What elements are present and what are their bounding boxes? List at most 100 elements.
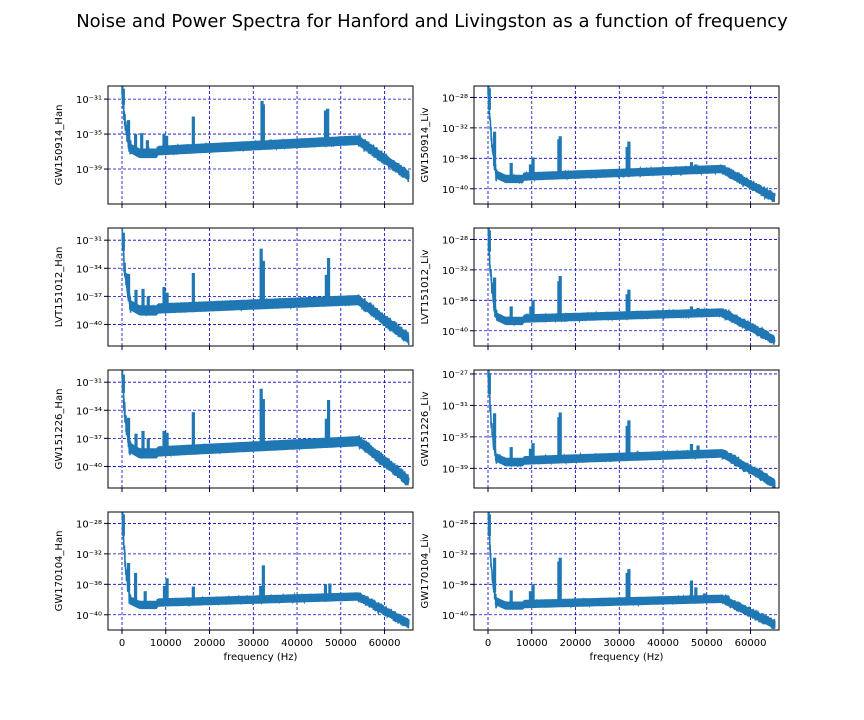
spectrum-spike (529, 306, 533, 319)
y-tick-label: 10⁻³⁹ (76, 165, 102, 176)
y-tick-label: 10⁻²⁸ (442, 235, 468, 246)
spectrum-line (487, 86, 776, 203)
spectrum-band (494, 444, 775, 488)
subplot-gw170104-liv: 0 10000 20000 30000 40000 50000 60000 10⁻²⁸ 10⁻³… (420, 511, 780, 663)
y-tick-label: 10⁻³² (442, 550, 468, 561)
y-tick-label: 10⁻⁴⁰ (442, 611, 468, 622)
spectrum-spike (509, 162, 513, 179)
spectrum-spike (627, 141, 631, 173)
spectrum-spike (696, 307, 700, 314)
y-tick-label: 10⁻²⁷ (442, 370, 468, 381)
spectrum-spike (531, 443, 535, 461)
x-tick-label: 40000 (647, 638, 679, 649)
y-tick-label: 10⁻⁴⁰ (76, 462, 102, 473)
spectrum-spike (140, 133, 144, 154)
axes-frame (107, 511, 414, 631)
spectrum-line (487, 512, 776, 630)
spectrum-spike (326, 399, 331, 443)
spectrum-spike (191, 116, 195, 149)
spectrum-spike (141, 430, 145, 454)
subplot-gw150914-han: 10⁻³¹ 10⁻³⁵ 10⁻³⁹ GW150914_Han (54, 85, 414, 208)
y-axis-label: GW151226_Han (54, 389, 65, 470)
spectrum-spike (162, 585, 167, 603)
x-axis-label: frequency (Hz) (224, 652, 298, 663)
y-tick-label: 10⁻³⁶ (442, 154, 468, 165)
axes-frame (107, 369, 414, 489)
spectrum-spike (162, 287, 166, 309)
x-tick-label: 0 (485, 638, 491, 649)
spectrum-spike (528, 164, 533, 177)
spectrum-spike (492, 277, 497, 308)
axes-frame (107, 227, 414, 347)
subplot-gw151226-liv: 10⁻²⁷ 10⁻³¹ 10⁻³⁵ 10⁻³⁹ GW151226_Liv (420, 369, 780, 492)
spectrum-band (494, 303, 775, 345)
y-tick-label: 10⁻³² (76, 550, 102, 561)
spectrum-spike (323, 110, 328, 142)
spectrum-spike (121, 88, 125, 105)
spectrum-spike (528, 448, 533, 461)
spectrum-spike (328, 583, 332, 598)
y-tick-label: 10⁻⁴⁰ (76, 320, 102, 331)
spectrum-spike (191, 586, 195, 602)
y-tick-label: 10⁻³⁶ (442, 580, 468, 591)
y-tick-label: 10⁻³⁵ (76, 130, 102, 141)
subplot-lvt151012-liv: 10⁻²⁸ 10⁻³² 10⁻³⁶ 10⁻⁴⁰ LVT151012_Liv (420, 227, 780, 350)
spectrum-line (121, 86, 410, 183)
spectrum-band (128, 292, 409, 344)
y-tick-label: 10⁻³¹ (76, 236, 102, 247)
spectrum-spike (165, 292, 169, 309)
spectrum-spike (133, 572, 138, 604)
spectrum-spike (126, 273, 131, 298)
y-axis-label: LVT151012_Han (54, 247, 65, 328)
x-tick-label: 50000 (325, 638, 357, 649)
x-tick-label: 60000 (735, 638, 767, 649)
spectrum-spike (134, 433, 138, 452)
spectrum-spike (492, 131, 497, 166)
x-tick-label: 10000 (516, 638, 548, 649)
spectrum-spike (121, 232, 125, 251)
spectrum-spike (141, 288, 145, 311)
y-tick-label: 10⁻⁴⁰ (442, 185, 468, 196)
x-tick-label: 40000 (281, 638, 313, 649)
spectrum-spike (162, 134, 166, 151)
spectrum-spike (146, 296, 150, 311)
axes-frame (473, 369, 780, 489)
spectrum-spike (259, 388, 263, 447)
spectrum-band (494, 588, 775, 629)
spectrum-spike (191, 272, 195, 308)
y-tick-label: 10⁻⁴⁰ (76, 611, 102, 622)
spectrum-spike (146, 438, 150, 454)
y-tick-label: 10⁻³⁴ (76, 264, 102, 275)
spectrum-spike (121, 514, 125, 536)
spectrum-spike (627, 420, 631, 457)
spectrum-spike (134, 289, 138, 309)
spectrum-spike (261, 260, 265, 305)
spectrum-spike (126, 120, 131, 143)
spectrum-band (128, 135, 409, 181)
spectrum-spike (558, 136, 562, 176)
spectrum-line (487, 370, 776, 488)
y-tick-label: 10⁻³¹ (442, 401, 468, 412)
x-tick-label: 10000 (150, 638, 182, 649)
spectrum-spike (558, 412, 562, 460)
axes-frame (473, 85, 780, 205)
subplot-gw170104-han: 0 10000 20000 30000 40000 50000 60000 10⁻²⁸ 10⁻³… (54, 511, 414, 663)
spectrum-spike (324, 274, 328, 302)
spectrum-spike (625, 425, 629, 457)
spectrum-spike (558, 557, 562, 604)
spectrum-band (128, 587, 409, 629)
spectrum-spike (145, 140, 149, 154)
x-tick-label: 20000 (560, 638, 592, 649)
spectrum-spike (492, 413, 497, 450)
spectrum-spike (531, 300, 535, 319)
spectrum-spike (165, 135, 169, 151)
spectrum-spike (509, 447, 513, 463)
spectrum-spike (326, 257, 331, 302)
y-tick-label: 10⁻²⁸ (442, 93, 468, 104)
y-axis-label: GW150914_Liv (420, 107, 431, 182)
spectrum-spike (165, 578, 169, 603)
axes-frame (107, 85, 414, 205)
x-tick-label: 50000 (691, 638, 723, 649)
x-tick-label: 0 (119, 638, 125, 649)
subplot-lvt151012-han: 10⁻³¹ 10⁻³⁴ 10⁻³⁷ 10⁻⁴⁰ LVT151012_Han (54, 227, 414, 350)
